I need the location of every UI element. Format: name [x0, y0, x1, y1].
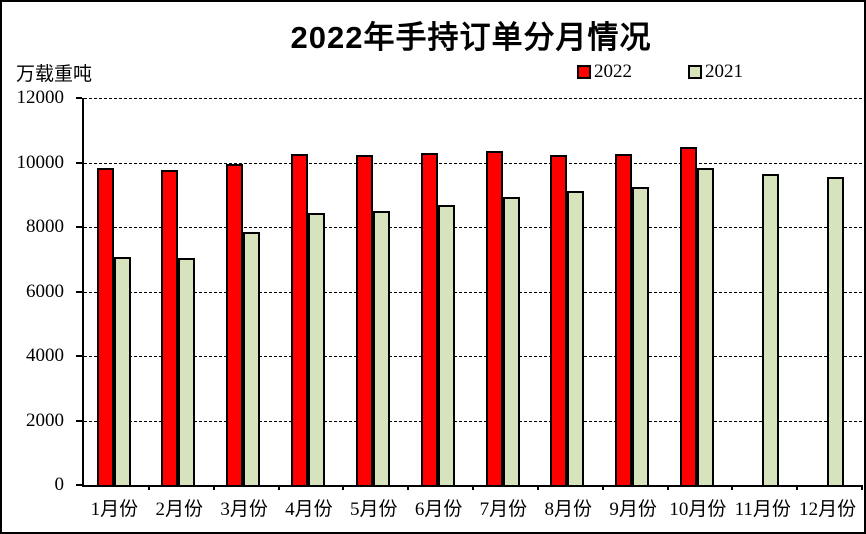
bar-2021-4月份 — [308, 212, 325, 485]
x-axis-tick — [601, 485, 604, 490]
gridline-6000 — [84, 291, 862, 293]
bar-2021-1月份 — [113, 256, 131, 485]
legend-label-2021: 2021 — [705, 61, 743, 82]
bar-2021-9月份 — [632, 187, 650, 485]
x-axis-tick — [536, 485, 539, 490]
bar-2021-10月份 — [697, 168, 714, 485]
x-axis-label-12月份: 12月份 — [799, 499, 857, 520]
x-axis-label-3月份: 3月份 — [220, 499, 268, 520]
y-axis-unit-label: 万载重吨 — [16, 64, 93, 85]
y-tick-label: 6000 — [26, 280, 64, 302]
y-tick-label: 8000 — [26, 216, 64, 237]
bar-2022-4月份 — [291, 154, 308, 485]
bar-2021-12月份 — [826, 176, 844, 485]
y-axis-tick — [76, 161, 82, 164]
x-axis-label-8月份: 8月份 — [544, 499, 592, 520]
x-axis-tick — [796, 485, 799, 490]
bar-2022-1月份 — [96, 168, 114, 485]
x-axis-tick — [342, 485, 345, 490]
y-tick-label: 4000 — [26, 345, 64, 366]
legend-item-2021: 2021 — [688, 61, 743, 82]
gridline-12000 — [84, 98, 862, 99]
x-axis-label-6月份: 6月份 — [414, 499, 463, 520]
bar-2021-11月份 — [761, 174, 779, 485]
x-axis-label-4月份: 4月份 — [285, 499, 333, 520]
y-tick-label: 2000 — [26, 409, 64, 431]
bar-2022-10月份 — [680, 147, 697, 485]
bar-2022-8月份 — [550, 155, 568, 485]
legend-item-2022: 2022 — [577, 61, 632, 82]
bar-2022-7月份 — [485, 150, 503, 485]
x-axis-label-11月份: 11月份 — [734, 499, 791, 520]
y-axis-tick — [76, 419, 82, 422]
bar-2022-6月份 — [420, 152, 438, 485]
x-axis-label-1月份: 1月份 — [90, 499, 139, 520]
x-axis-label-7月份: 7月份 — [479, 499, 528, 520]
x-axis-tick — [212, 485, 215, 490]
plot-area — [76, 97, 863, 490]
y-tick-label: 0 — [54, 474, 65, 495]
y-tick-label: 10000 — [16, 151, 65, 173]
gridline-10000 — [84, 162, 862, 164]
x-axis-label-5月份: 5月份 — [349, 499, 398, 520]
gridline-8000 — [84, 227, 862, 228]
bar-2021-7月份 — [502, 196, 520, 485]
x-axis-tick — [147, 485, 150, 490]
x-axis-tick — [861, 485, 863, 490]
x-axis-tick — [731, 485, 734, 490]
bar-2021-2月份 — [178, 257, 196, 485]
x-axis-label-9月份: 9月份 — [609, 499, 657, 520]
bar-2021-8月份 — [567, 190, 585, 485]
y-tick-label: 12000 — [16, 87, 65, 108]
bar-2022-2月份 — [161, 169, 179, 485]
y-axis-tick — [76, 290, 82, 293]
bar-2021-6月份 — [437, 205, 455, 485]
legend-label-2022: 2022 — [594, 61, 632, 82]
gridline-4000 — [84, 356, 862, 357]
x-axis-tick — [472, 485, 474, 490]
x-axis-label-10月份: 10月份 — [669, 499, 727, 520]
y-axis-tick — [76, 355, 82, 357]
bar-2022-3月份 — [226, 164, 244, 485]
legend-swatch-2022-icon — [577, 65, 591, 79]
x-axis-tick — [277, 485, 280, 490]
x-axis-tick — [407, 485, 410, 490]
bar-2021-3月份 — [243, 231, 261, 485]
x-axis-label-2月份: 2月份 — [155, 499, 203, 520]
x-axis-tick — [666, 485, 669, 490]
y-axis-tick — [76, 226, 82, 228]
legend-swatch-2021-icon — [688, 65, 702, 79]
bar-2022-5月份 — [355, 154, 373, 485]
bar-2022-9月份 — [615, 154, 633, 485]
gridline-2000 — [84, 420, 862, 422]
y-axis-tick — [76, 97, 82, 99]
bar-2021-5月份 — [372, 210, 390, 485]
chart-title: 2022年手持订单分月情况 — [290, 20, 652, 55]
y-axis-tick — [76, 484, 82, 486]
